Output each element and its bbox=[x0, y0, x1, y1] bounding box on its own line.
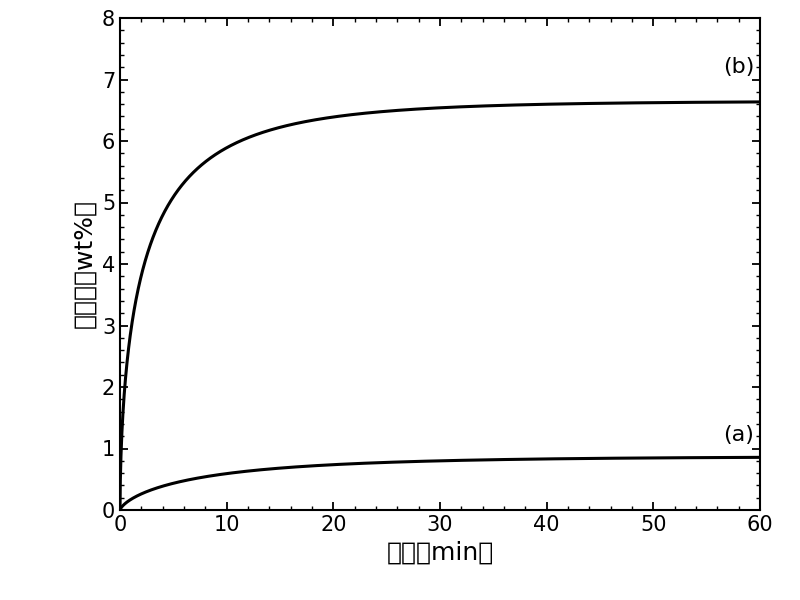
Y-axis label: 吸氢量（wt%）: 吸氢量（wt%） bbox=[72, 199, 96, 329]
X-axis label: 时间（min）: 时间（min） bbox=[386, 541, 494, 565]
Text: (b): (b) bbox=[722, 58, 754, 77]
Text: (a): (a) bbox=[722, 425, 754, 445]
